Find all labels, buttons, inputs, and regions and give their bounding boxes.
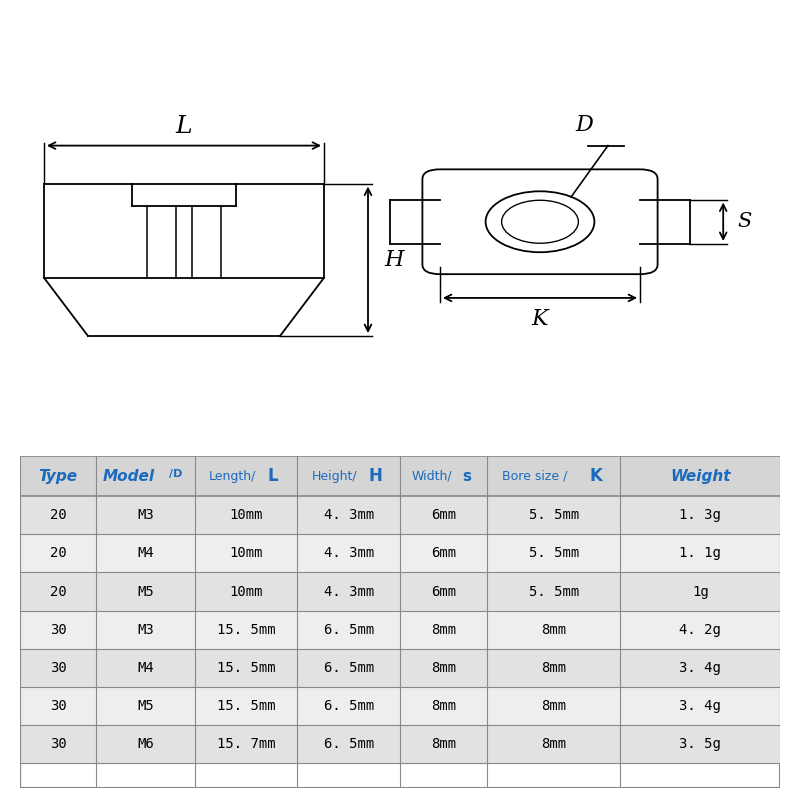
Text: 6mm: 6mm	[431, 585, 456, 598]
Text: H: H	[368, 467, 382, 485]
Text: /D: /D	[169, 470, 182, 479]
Text: M3: M3	[137, 622, 154, 637]
Text: 4. 3mm: 4. 3mm	[323, 585, 374, 598]
Text: 10mm: 10mm	[230, 508, 263, 522]
Text: 20: 20	[50, 585, 66, 598]
Text: 3. 5g: 3. 5g	[679, 738, 721, 751]
Text: K: K	[590, 467, 602, 485]
Text: 5. 5mm: 5. 5mm	[529, 546, 579, 560]
Text: M4: M4	[137, 546, 154, 560]
Text: 6mm: 6mm	[431, 508, 456, 522]
Text: K: K	[532, 308, 548, 330]
Text: 30: 30	[50, 661, 66, 675]
Text: 6mm: 6mm	[431, 546, 456, 560]
Text: 4. 2g: 4. 2g	[679, 622, 721, 637]
Text: 20: 20	[50, 508, 66, 522]
Text: 15. 5mm: 15. 5mm	[217, 622, 275, 637]
Text: 20: 20	[50, 546, 66, 560]
Text: 8mm: 8mm	[431, 661, 456, 675]
Text: Type: Type	[38, 469, 78, 483]
Text: 4. 3mm: 4. 3mm	[323, 546, 374, 560]
Text: Weight: Weight	[670, 469, 730, 483]
Text: 6. 5mm: 6. 5mm	[323, 622, 374, 637]
Text: H: H	[384, 249, 403, 271]
Text: 30: 30	[50, 622, 66, 637]
Text: 6. 5mm: 6. 5mm	[323, 699, 374, 713]
Bar	[20, 573, 780, 610]
Text: 3. 4g: 3. 4g	[679, 699, 721, 713]
Text: 15. 7mm: 15. 7mm	[217, 738, 275, 751]
Text: 6. 5mm: 6. 5mm	[323, 738, 374, 751]
Text: 8mm: 8mm	[431, 699, 456, 713]
Text: L: L	[176, 114, 192, 138]
Text: S: S	[738, 212, 752, 231]
Bar	[20, 534, 780, 573]
Text: L: L	[267, 467, 278, 485]
Text: M5: M5	[137, 585, 154, 598]
Text: 1. 3g: 1. 3g	[679, 508, 721, 522]
Bar	[20, 725, 780, 763]
Bar	[20, 610, 780, 649]
Text: 8mm: 8mm	[542, 738, 566, 751]
Text: 5. 5mm: 5. 5mm	[529, 585, 579, 598]
Text: M4: M4	[137, 661, 154, 675]
Text: 10mm: 10mm	[230, 585, 263, 598]
Text: 3. 4g: 3. 4g	[679, 661, 721, 675]
Text: 15. 5mm: 15. 5mm	[217, 661, 275, 675]
Text: 1. 1g: 1. 1g	[679, 546, 721, 560]
Text: 8mm: 8mm	[542, 699, 566, 713]
Bar	[20, 496, 780, 534]
Text: 8mm: 8mm	[542, 622, 566, 637]
Text: s: s	[462, 469, 471, 483]
Text: D: D	[575, 114, 593, 136]
Bar	[20, 456, 780, 496]
Bar	[20, 687, 780, 725]
Text: 8mm: 8mm	[431, 738, 456, 751]
Text: 4. 3mm: 4. 3mm	[323, 508, 374, 522]
Text: 30: 30	[50, 699, 66, 713]
Text: Bore size /: Bore size /	[502, 470, 567, 482]
Text: 6. 5mm: 6. 5mm	[323, 661, 374, 675]
Text: 15. 5mm: 15. 5mm	[217, 699, 275, 713]
Text: Height/: Height/	[312, 470, 358, 482]
Text: 1g: 1g	[692, 585, 709, 598]
Text: M6: M6	[137, 738, 154, 751]
Text: 10mm: 10mm	[230, 546, 263, 560]
Text: Width/: Width/	[412, 470, 453, 482]
Text: 8mm: 8mm	[542, 661, 566, 675]
Text: 30: 30	[50, 738, 66, 751]
Text: Length/: Length/	[209, 470, 256, 482]
Text: 8mm: 8mm	[431, 622, 456, 637]
Text: Model: Model	[102, 469, 154, 483]
Text: M5: M5	[137, 699, 154, 713]
Text: 5. 5mm: 5. 5mm	[529, 508, 579, 522]
Text: M3: M3	[137, 508, 154, 522]
Bar	[20, 649, 780, 687]
